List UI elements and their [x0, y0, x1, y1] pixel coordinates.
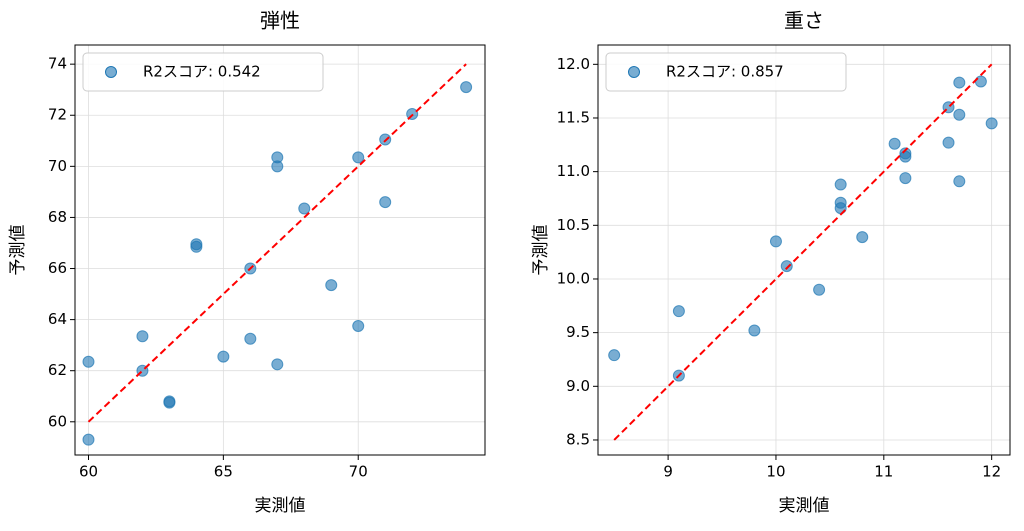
- legend-box: [82, 52, 324, 92]
- point: [899, 172, 912, 185]
- point: [271, 358, 284, 371]
- point: [953, 76, 966, 89]
- x-tick-label: 60: [79, 463, 98, 481]
- chart-title: 重さ: [784, 9, 824, 33]
- x-tick-label: 11: [874, 463, 893, 481]
- y-tick-label: 10.5: [557, 216, 590, 234]
- reference-line: [613, 63, 993, 441]
- x-tick-label: 10: [766, 463, 785, 481]
- legend-marker: [105, 66, 117, 78]
- y-tick-label: 8.5: [566, 430, 590, 448]
- y-tick-label: 11.5: [557, 108, 590, 126]
- plot-frame: [597, 44, 1011, 456]
- point: [298, 202, 311, 215]
- point: [856, 231, 869, 244]
- point: [82, 355, 95, 368]
- y-tick-label: 12.0: [557, 55, 590, 73]
- y-tick-label: 68: [48, 208, 67, 226]
- x-axis-label: 実測値: [779, 496, 830, 516]
- x-tick-label: 9: [663, 463, 673, 481]
- y-tick-label: 62: [48, 361, 67, 379]
- legend-label: R2スコア: 0.542: [143, 63, 261, 81]
- point: [82, 433, 95, 446]
- reference-line: [87, 63, 467, 423]
- point: [163, 396, 176, 409]
- chart-title: 弾性: [260, 9, 300, 33]
- point: [748, 324, 761, 337]
- point: [834, 178, 847, 191]
- y-tick-label: 60: [48, 412, 67, 430]
- plot-frame: [74, 44, 486, 456]
- x-tick-label: 70: [349, 463, 368, 481]
- point: [672, 305, 685, 318]
- point: [985, 117, 998, 130]
- point: [769, 235, 782, 248]
- y-tick-label: 9.0: [566, 377, 590, 395]
- point: [136, 330, 149, 343]
- point: [217, 350, 230, 363]
- x-axis-label: 実測値: [255, 496, 306, 516]
- point: [942, 136, 955, 149]
- legend-marker: [628, 66, 640, 78]
- point: [271, 160, 284, 173]
- point: [325, 279, 338, 292]
- y-axis-label: 予測値: [531, 225, 551, 276]
- y-tick-label: 74: [48, 55, 67, 73]
- legend-label: R2スコア: 0.857: [666, 63, 784, 81]
- y-tick-label: 72: [48, 106, 67, 124]
- y-tick-label: 66: [48, 259, 67, 277]
- y-tick-label: 70: [48, 157, 67, 175]
- y-tick-label: 11.0: [557, 162, 590, 180]
- point: [352, 151, 365, 164]
- legend-box: [605, 52, 847, 92]
- point: [190, 240, 203, 253]
- point: [379, 196, 392, 209]
- y-tick-label: 10.0: [557, 269, 590, 287]
- point: [813, 283, 826, 296]
- x-tick-label: 12: [982, 463, 1001, 481]
- y-tick-label: 9.5: [566, 323, 590, 341]
- point: [244, 332, 257, 345]
- point: [953, 108, 966, 121]
- point: [953, 175, 966, 188]
- point: [899, 150, 912, 163]
- point: [352, 319, 365, 332]
- point: [780, 260, 793, 273]
- point: [888, 137, 901, 150]
- point: [608, 349, 621, 362]
- x-tick-label: 65: [214, 463, 233, 481]
- y-tick-label: 64: [48, 310, 67, 328]
- point: [460, 81, 473, 94]
- y-axis-label: 予測値: [8, 225, 28, 276]
